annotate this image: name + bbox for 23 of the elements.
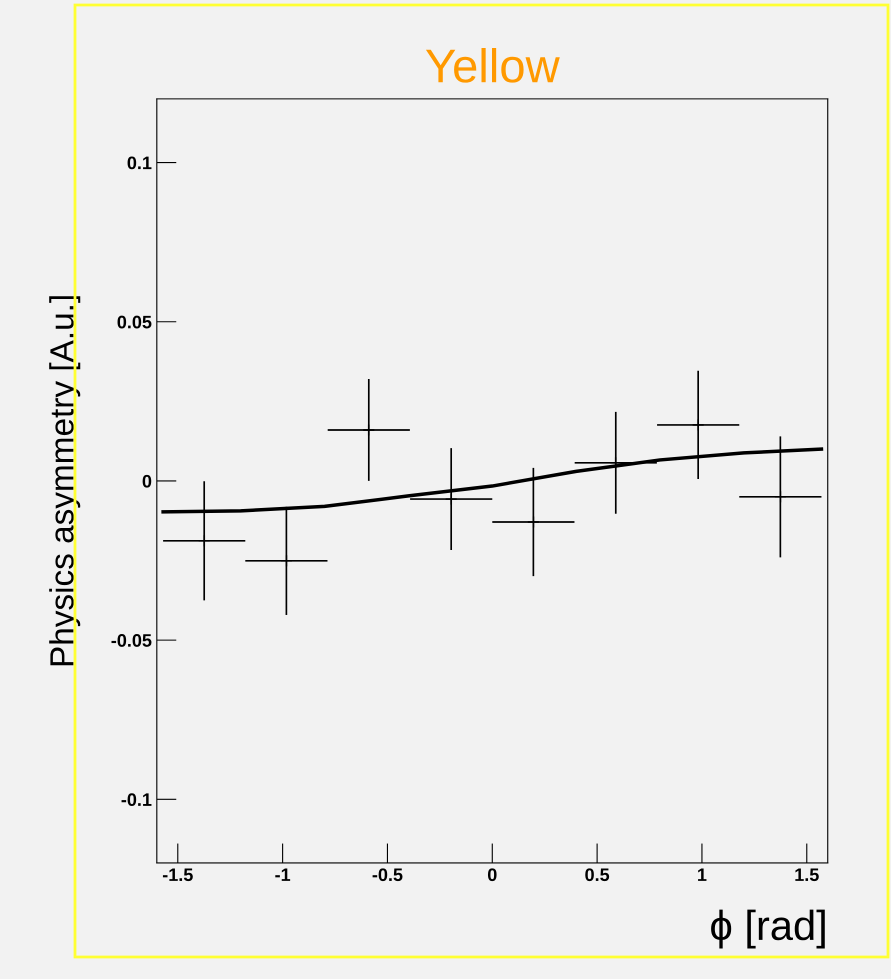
y-tick-label: 0.05: [118, 316, 152, 328]
x-tick-label: 0: [488, 868, 497, 882]
x-tick-label: -1: [275, 868, 290, 881]
y-tick-label: 0.1: [128, 156, 152, 170]
y-tick-label: -0.1: [122, 793, 152, 806]
point: [362, 424, 376, 436]
point: [692, 418, 705, 432]
x-axis-title: ϕ [rad]: [711, 910, 825, 949]
y-tick-label: -0.05: [112, 634, 152, 647]
x-tick-label: 0.5: [585, 868, 610, 882]
point: [280, 554, 293, 568]
point: [774, 490, 787, 504]
chart-title: Yellow: [426, 48, 560, 83]
x-tick-label: 1: [698, 868, 706, 881]
y-tick-label: 0: [142, 474, 152, 488]
x-tick-label: -1.5: [162, 868, 193, 882]
x-tick-label: -0.5: [372, 868, 402, 882]
point: [198, 534, 211, 548]
y-axis-title: Physics asymmetry [A.u.]: [49, 296, 80, 666]
point: [609, 456, 622, 470]
point: [526, 516, 540, 528]
x-tick-label: 1.5: [795, 868, 819, 882]
point: [444, 492, 458, 506]
